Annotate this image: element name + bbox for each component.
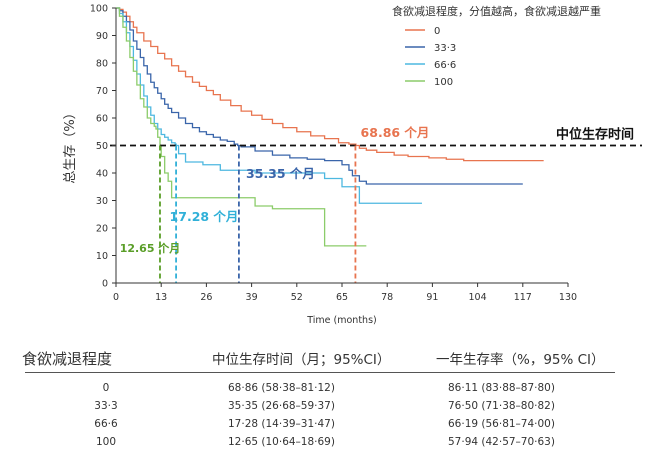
- table-cell-one-year: 57·94 (42·57–70·63): [448, 436, 555, 448]
- y-tick-label: 90: [96, 31, 108, 42]
- y-tick-label: 40: [96, 169, 108, 180]
- x-tick-label: 130: [559, 292, 577, 303]
- x-tick-label: 0: [113, 292, 119, 303]
- y-tick-label: 30: [96, 196, 108, 207]
- series-line: [116, 7, 367, 247]
- table-cell-median: 68·86 (58·38–81·12): [228, 382, 335, 394]
- median-annotation: 12.65 个月: [120, 241, 181, 255]
- survival-curves: [116, 7, 544, 247]
- y-axis-label: 总生存（%）: [63, 106, 78, 183]
- y-tick-label: 10: [96, 251, 108, 262]
- x-tick-label: 39: [246, 292, 258, 303]
- legend-title: 食欲减退程度，分值越高，食欲减退越严重: [392, 4, 601, 18]
- legend-label: 0: [434, 26, 440, 37]
- y-tick-label: 100: [90, 4, 108, 15]
- median-annotation: 68.86 个月: [361, 125, 430, 140]
- legend: 食欲减退程度，分值越高，食欲减退越严重 0 33·3 66·6 100: [392, 4, 601, 88]
- series-line: [116, 7, 422, 204]
- table-header-one-year: 一年生存率（%，95% CI）: [436, 352, 605, 368]
- y-tick-label: 20: [96, 224, 108, 235]
- x-tick-label: 65: [336, 292, 348, 303]
- table-rule: [25, 372, 615, 373]
- series-line: [116, 7, 523, 185]
- x-tick-label: 13: [155, 292, 167, 303]
- table-cell-median: 12·65 (10·64–18·69): [228, 436, 335, 448]
- median-annotation: 17.28 个月: [170, 209, 239, 224]
- table-row: 100 12·65 (10·64–18·69) 57·94 (42·57–70·…: [0, 436, 660, 454]
- table-row: 33·3 35·35 (26·68–59·37) 76·50 (71·38–80…: [0, 400, 660, 418]
- y-tick-label: 70: [96, 86, 108, 97]
- y-tick-label: 50: [96, 141, 108, 152]
- series-line: [116, 7, 544, 162]
- y-tick-label: 0: [102, 279, 108, 290]
- legend-label: 100: [434, 77, 453, 88]
- median-markers: 中位生存时间 68.86 个月 35.35 个月 17.28 个月 12.65 个月: [110, 125, 642, 283]
- table-header-group: 食欲减退程度: [22, 350, 113, 368]
- axes: 0 10 20 30 40 50 60 70 80 90 100 0 13 26 39 52 65 78 91 104…: [63, 4, 577, 327]
- legend-label: 33·3: [434, 43, 456, 54]
- table-cell-one-year: 76·50 (71·38–80·82): [448, 400, 555, 412]
- x-tick-label: 104: [469, 292, 487, 303]
- median-annotation: 35.35 个月: [246, 166, 315, 181]
- legend-label: 66·6: [434, 60, 456, 71]
- table-cell-one-year: 86·11 (83·88–87·80): [448, 382, 555, 394]
- x-tick-label: 117: [514, 292, 532, 303]
- table-row: 0 68·86 (58·38–81·12) 86·11 (83·88–87·80…: [0, 382, 660, 400]
- x-axis-label: Time (months): [306, 315, 376, 326]
- x-tick-label: 91: [426, 292, 438, 303]
- table-cell-median: 35·35 (26·68–59·37): [228, 400, 335, 412]
- median-label: 中位生存时间: [556, 127, 634, 143]
- y-tick-label: 80: [96, 59, 108, 70]
- table-cell-group: 33·3: [94, 400, 118, 412]
- table-row: 66·6 17·28 (14·39–31·47) 66·19 (56·81–74…: [0, 418, 660, 436]
- table-cell-group: 66·6: [94, 418, 118, 430]
- survival-chart: 中位生存时间 68.86 个月 35.35 个月 17.28 个月 12.65 个月 0…: [63, 4, 642, 327]
- table-cell-group: 100: [95, 436, 117, 448]
- table-cell-group: 0: [102, 382, 110, 394]
- table-cell-one-year: 66·19 (56·81–74·00): [448, 418, 555, 430]
- x-tick-label: 78: [381, 292, 393, 303]
- table-header-median: 中位生存时间（月；95%CI）: [212, 352, 391, 368]
- x-tick-label: 52: [291, 292, 303, 303]
- table-cell-median: 17·28 (14·39–31·47): [228, 418, 335, 430]
- y-tick-label: 60: [96, 114, 108, 125]
- x-tick-label: 26: [200, 292, 212, 303]
